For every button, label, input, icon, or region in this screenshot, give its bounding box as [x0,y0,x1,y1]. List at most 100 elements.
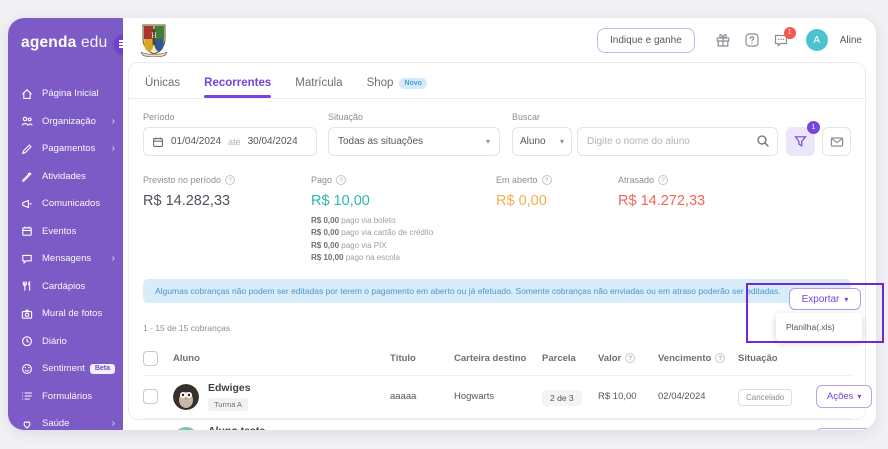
sidebar-item-comunicados[interactable]: Comunicados [8,190,123,218]
sidebar-item-diario[interactable]: Diário [8,328,123,356]
tab-shop[interactable]: Shop Novo [367,77,427,98]
gift-icon[interactable] [715,32,732,49]
logo-bold: agenda [21,34,77,51]
date-start[interactable]: 01/04/2024 [171,136,222,147]
chevron-right-icon: › [111,418,115,430]
activities-icon [21,172,32,183]
info-icon[interactable]: ? [658,175,669,185]
cell-carteira: Hogwarts [454,391,495,403]
select-all-checkbox[interactable] [143,350,158,366]
sidebar-item-saude[interactable]: Saúde › [8,410,123,430]
summary-em-aberto: Em aberto? R$ 0,00 [496,175,618,265]
user-name[interactable]: Aline [839,34,862,46]
photos-icon [21,309,33,319]
situacao-select[interactable]: Todas as situações ▾ [328,127,500,156]
menus-icon [22,281,31,291]
sidebar-item-label: Cardápios [42,280,86,292]
sidebar-item-mensagens[interactable]: Mensagens › [8,245,123,273]
sidebar-item-organizacao[interactable]: Organização › [8,108,123,136]
payment-tabs: Únicas Recorrentes Matrícula Shop Novo [143,75,851,98]
school-logo: H [140,24,168,57]
funnel-icon [794,136,807,147]
cell-titulo: aaaaa [390,391,417,403]
sidebar-item-label: Página Inicial [42,88,99,100]
chevron-right-icon: › [111,115,115,127]
health-icon [23,421,31,429]
sidebar-item-label: Mural de fotos [42,308,103,320]
sidebar-item-label: Saúde [42,418,70,430]
sidebar-item-atividades[interactable]: Atividades [8,163,123,191]
calendar-icon [153,136,163,147]
home-icon [22,88,32,99]
search-input[interactable] [577,127,778,156]
search-type-value: Aluno [520,136,546,147]
col-aluno: Aluno [173,352,200,364]
tab-unicas[interactable]: Únicas [145,77,181,89]
table-row: AT Aluno teste Lufa-Lufa teste Hogwarts … [143,417,873,430]
chevron-down-icon: ▾ [857,392,862,402]
row-checkbox[interactable] [143,389,158,405]
sidebar-item-label: Mensagens [42,253,92,265]
export-menu-item-xls[interactable]: Planilha(.xls) [786,322,835,332]
info-icon[interactable]: ? [715,353,726,364]
notifications-icon[interactable]: 1 [773,26,796,49]
info-icon[interactable]: ? [225,175,236,185]
search-icon [757,135,769,147]
sidebar-item-formularios[interactable]: Formulários [8,383,123,411]
payments-icon [21,143,32,155]
table-row: Edwiges Turma A aaaaa Hogwarts 2 de 3 R$… [143,374,873,418]
mail-button[interactable] [822,127,851,156]
info-icon[interactable]: ? [336,175,347,185]
col-titulo: Título [390,352,416,364]
row-actions-button[interactable]: Ações▾ [816,428,873,430]
invite-button[interactable]: Indique e ganhe [597,27,695,53]
export-menu: Planilha(.xls) [776,313,862,341]
sidebar-item-sentimentos[interactable]: Sentimentos Beta [8,355,123,383]
row-actions-button[interactable]: Ações▾ [816,385,873,409]
search-type-select[interactable]: Aluno ▾ [512,127,572,156]
feelings-icon [22,363,32,374]
summary-previsto: Previsto no período? R$ 14.282,33 [143,175,311,265]
sidebar-item-pagamentos[interactable]: Pagamentos › [8,135,123,163]
results-count: 1 - 15 de 15 cobranças [143,322,230,333]
tab-recorrentes[interactable]: Recorrentes [204,77,272,98]
export-button[interactable]: Exportar ▾ [789,288,861,310]
filter-count-badge: 1 [807,121,820,134]
table-header: Aluno Título Carteira destino Parcela Va… [143,343,851,375]
summary-atrasado: Atrasado? R$ 14.272,33 [618,175,705,265]
notification-badge: 1 [783,26,796,39]
col-carteira: Carteira destino [454,352,527,364]
chevron-right-icon: › [111,253,115,265]
payments-panel: Únicas Recorrentes Matrícula Shop Novo P… [128,62,873,430]
date-end[interactable]: 30/04/2024 [247,136,298,147]
em-aberto-value: R$ 0,00 [496,193,547,209]
summary-pago: Pago? R$ 10,00 R$ 0,00 pago via boleto R… [311,175,496,265]
sidebar-item-mural-de-fotos[interactable]: Mural de fotos [8,300,123,328]
sidebar-item-eventos[interactable]: Eventos [8,218,123,246]
pago-label: Pago [311,175,333,185]
status-badge: Cancelado [738,389,793,407]
periodo-label: Período [143,112,175,122]
date-range-picker[interactable]: 01/04/2024 até 30/04/2024 [143,127,317,156]
col-vencimento: Vencimento? [658,353,738,364]
pago-value: R$ 10,00 [311,193,370,209]
info-icon[interactable]: ? [541,175,552,185]
student-name[interactable]: Aluno teste [208,425,265,430]
beta-badge: Beta [89,363,115,374]
logo-row: agenda edu [8,18,132,70]
info-banner: Algumas cobranças não podem ser editadas… [143,278,851,303]
user-avatar[interactable]: A [805,29,828,51]
sidebar-item-label: Organização [42,115,96,127]
tab-matricula[interactable]: Matrícula [295,77,343,89]
help-icon[interactable] [744,32,761,49]
col-valor: Valor? [598,353,658,364]
em-aberto-label: Em aberto [496,175,538,185]
tabs-divider [129,98,865,99]
sidebar-item-cardapios[interactable]: Cardápios [8,273,123,301]
student-name[interactable]: Edwiges [208,381,251,394]
filter-button[interactable]: 1 [786,121,820,156]
logo-light: edu [80,34,108,51]
sidebar-item-pagina-inicial[interactable]: Página Inicial [8,80,123,108]
info-icon[interactable]: ? [625,353,636,364]
sidebar-item-label: Pagamentos [42,143,96,155]
